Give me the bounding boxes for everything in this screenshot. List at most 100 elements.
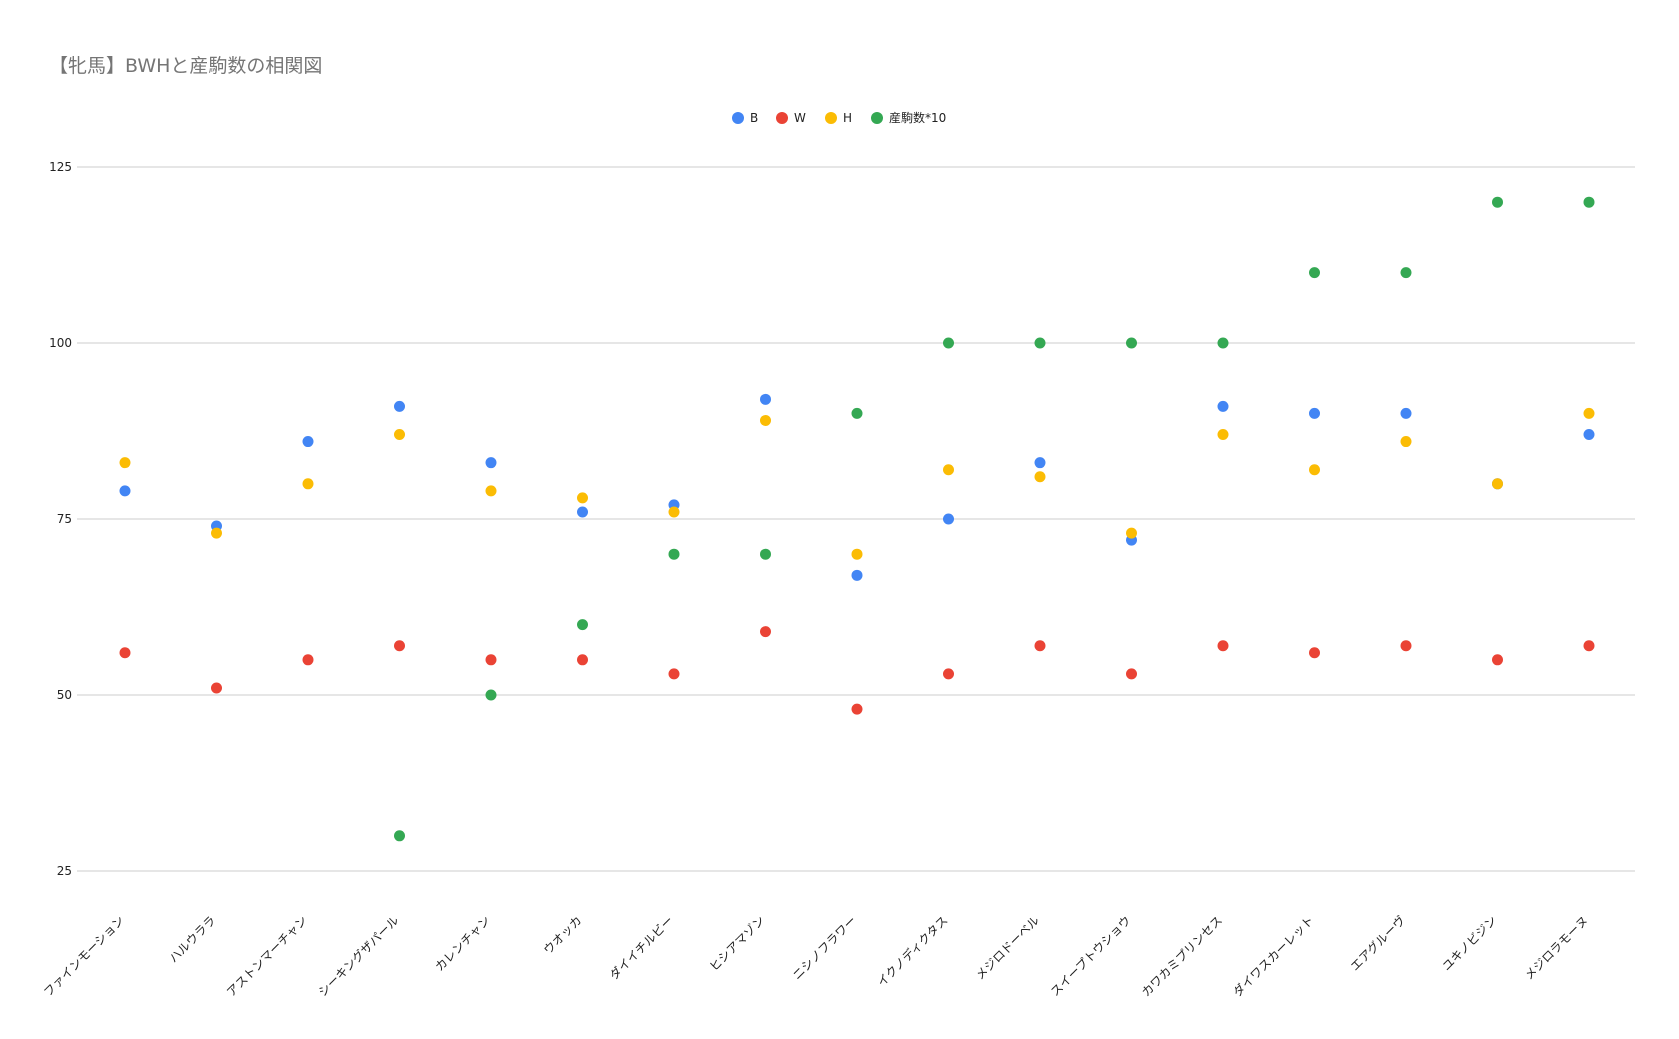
legend-marker — [776, 112, 788, 124]
data-point — [394, 429, 405, 441]
grid-layer — [77, 166, 1635, 872]
data-point — [211, 527, 222, 539]
data-point — [851, 407, 863, 419]
data-point — [760, 393, 771, 405]
legend-label: 産駒数*10 — [889, 110, 946, 125]
legend-marker — [871, 112, 883, 124]
data-point — [1126, 668, 1137, 680]
data-point — [302, 436, 314, 448]
data-point — [1034, 471, 1046, 483]
x-category-label: ダイイチルビー — [606, 913, 676, 983]
data-point — [1126, 527, 1137, 539]
x-axis-categories: ファインモーション ハルウララ アストンマーチャン シーキングザパール カレンチャン ウオ… — [41, 913, 1591, 1000]
data-point — [943, 668, 954, 680]
legend-item: 産駒数*10 — [871, 110, 946, 125]
data-point — [119, 485, 131, 497]
data-point — [943, 464, 954, 476]
legend: B W H 産駒数*10 — [732, 110, 946, 125]
data-point — [760, 626, 771, 638]
legend-marker — [825, 112, 837, 124]
data-point — [943, 337, 954, 349]
x-category-label: メジロドーベル — [973, 913, 1042, 982]
data-point — [1034, 457, 1046, 469]
x-category-label: イクノディクタス — [874, 913, 951, 990]
data-point — [485, 485, 497, 497]
data-point — [1492, 654, 1503, 666]
data-point — [668, 506, 680, 518]
x-category-label: ユキノビジン — [1439, 913, 1499, 973]
data-point — [1492, 478, 1503, 490]
data-point — [119, 647, 131, 659]
data-point — [1309, 407, 1320, 419]
data-point — [1034, 337, 1046, 349]
x-category-label: メジロラモーヌ — [1522, 913, 1591, 982]
data-point — [1309, 464, 1320, 476]
data-point — [394, 640, 405, 652]
data-point — [760, 414, 771, 426]
data-point — [394, 400, 405, 412]
data-point — [1309, 647, 1320, 659]
data-point — [668, 548, 680, 560]
data-point — [851, 548, 863, 560]
x-category-label: スイープトウショウ — [1048, 913, 1134, 999]
x-category-label: ファインモーション — [41, 913, 127, 999]
data-point — [302, 654, 314, 666]
data-point — [119, 457, 131, 469]
data-point — [577, 506, 588, 518]
data-point — [1309, 267, 1320, 279]
data-point — [1583, 196, 1595, 208]
data-point — [577, 654, 588, 666]
data-point — [302, 478, 314, 490]
legend-label: W — [794, 111, 806, 125]
legend-item: H — [825, 111, 852, 125]
data-point — [1126, 337, 1137, 349]
data-point — [1400, 436, 1412, 448]
x-category-label: シーキングザパール — [316, 913, 402, 999]
data-point — [485, 654, 497, 666]
data-point — [485, 457, 497, 469]
data-point — [485, 689, 497, 701]
data-point — [1583, 407, 1595, 419]
data-point — [1583, 640, 1595, 652]
x-category-label: エアグルーヴ — [1347, 913, 1408, 974]
x-category-label: ハルウララ — [166, 913, 218, 965]
data-point — [1217, 429, 1229, 441]
legend-item: W — [776, 111, 806, 125]
legend-label: H — [843, 111, 852, 125]
data-point — [851, 703, 863, 715]
y-tick-label-25: 25 — [57, 864, 72, 878]
data-point — [1583, 429, 1595, 441]
x-category-label: ウオッカ — [541, 913, 585, 957]
data-point — [1217, 337, 1229, 349]
data-point — [1400, 640, 1412, 652]
data-point — [943, 513, 954, 525]
data-point — [577, 492, 588, 504]
x-category-label: カレンチャン — [432, 913, 493, 974]
x-category-label: カワカミプリンセス — [1139, 913, 1225, 999]
x-category-label: アストンマーチャン — [224, 913, 310, 999]
data-point — [394, 830, 405, 842]
data-point — [760, 548, 771, 560]
data-point — [1034, 640, 1046, 652]
data-point — [211, 682, 222, 694]
y-tick-label-75: 75 — [57, 512, 72, 526]
y-tick-label-100: 100 — [49, 336, 72, 350]
legend-item: B — [732, 111, 758, 125]
x-category-label: ダイワスカーレット — [1230, 913, 1317, 1000]
data-point — [668, 668, 680, 680]
data-points — [119, 196, 1595, 842]
legend-label: B — [750, 111, 758, 125]
y-tick-label-50: 50 — [57, 688, 72, 702]
data-point — [1400, 407, 1412, 419]
chart-title: 【牝馬】BWHと産駒数の相関図 — [49, 55, 323, 77]
data-point — [1400, 267, 1412, 279]
x-category-label: ニシノフラワー — [790, 913, 859, 982]
data-point — [851, 569, 863, 581]
y-tick-label-125: 125 — [49, 160, 72, 174]
data-point — [1217, 400, 1229, 412]
data-point — [1217, 640, 1229, 652]
data-point — [1492, 196, 1503, 208]
x-category-label: ヒシアマゾン — [707, 913, 768, 974]
legend-marker — [732, 112, 744, 124]
